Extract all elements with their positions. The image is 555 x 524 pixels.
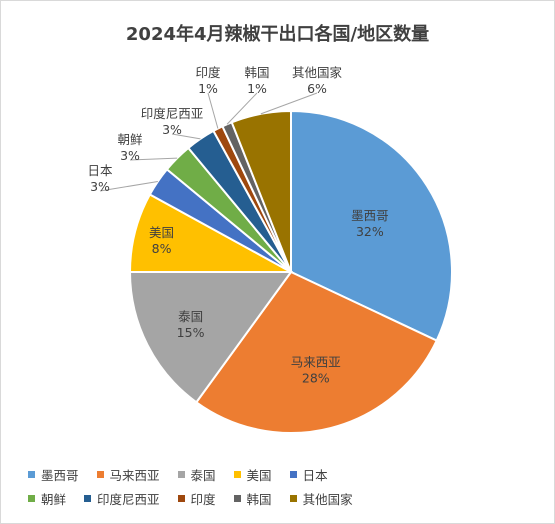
data-label-percent: 1% (247, 81, 267, 96)
legend-item: 韩国 (233, 489, 272, 508)
legend-item: 墨西哥 (28, 465, 79, 484)
data-label-percent: 32% (356, 224, 384, 239)
data-label-percent: 28% (302, 371, 330, 386)
legend-item: 印度 (177, 489, 216, 508)
legend-swatch (177, 470, 185, 478)
data-label-category: 其他国家 (292, 65, 343, 80)
legend-item: 泰国 (177, 465, 216, 484)
data-label-percent: 8% (152, 241, 172, 256)
leader-line (207, 92, 219, 129)
legend-label: 马来西亚 (109, 467, 160, 483)
legend-swatch (28, 494, 35, 502)
pie-slice (194, 270, 439, 434)
legend-swatch (28, 470, 35, 478)
legend-item: 其他国家 (289, 489, 353, 508)
legend-swatch (84, 494, 92, 502)
data-label-category: 日本 (87, 163, 113, 178)
legend-label: 韩国 (246, 491, 272, 507)
leader-line (171, 133, 201, 140)
legend-label: 印度 (190, 491, 216, 507)
legend-label: 美国 (246, 467, 272, 483)
data-label-percent: 3% (120, 148, 140, 163)
leader-line (99, 181, 158, 192)
legend-item: 印度尼西亚 (84, 489, 160, 508)
legend-label: 印度尼西亚 (97, 491, 160, 507)
data-label-category: 印度 (195, 65, 221, 80)
legend-item: 日本 (289, 465, 328, 484)
data-label-category: 朝鲜 (117, 132, 142, 147)
legend-swatch (96, 470, 104, 478)
pie-slice (128, 271, 293, 404)
legend-label: 日本 (302, 467, 328, 483)
data-label-percent: 15% (177, 325, 205, 340)
data-label-percent: 1% (198, 81, 218, 96)
legend-swatch (289, 494, 297, 502)
data-label-category: 墨西哥 (351, 208, 389, 223)
leader-line (260, 92, 318, 115)
data-label-category: 马来西亚 (291, 355, 341, 370)
legend-row: 朝鲜 印度尼西亚 印度 韩国 其他国家 (28, 486, 548, 510)
pie-slice (290, 109, 453, 342)
legend-row: 墨西哥 马来西亚 泰国 美国 日本 (28, 462, 548, 486)
data-label-percent: 6% (307, 81, 327, 96)
legend-swatch (233, 494, 241, 502)
chart-legend: 墨西哥 马来西亚 泰国 美国 日本 朝鲜 印度尼西亚 印度 韩国 其他国家 (28, 462, 548, 510)
legend-swatch (177, 494, 185, 502)
legend-item: 马来西亚 (96, 465, 160, 484)
leader-line (226, 92, 258, 125)
leader-line (129, 157, 178, 161)
legend-swatch (233, 470, 241, 478)
chart-title: 2024年4月辣椒干出口各国/地区数量 (125, 24, 430, 45)
legend-label: 泰国 (190, 467, 216, 483)
legend-swatch (289, 470, 297, 478)
pie-slice (230, 109, 292, 273)
legend-label: 其他国家 (302, 491, 353, 507)
data-label-category: 美国 (149, 225, 174, 240)
legend-item: 朝鲜 (28, 489, 66, 508)
legend-label: 朝鲜 (41, 491, 67, 507)
data-label-category: 印度尼西亚 (141, 106, 204, 121)
data-label-category: 韩国 (244, 65, 269, 80)
data-label-percent: 3% (162, 122, 182, 137)
legend-item: 美国 (233, 465, 272, 484)
data-label-category: 泰国 (178, 309, 203, 324)
legend-label: 墨西哥 (41, 467, 79, 483)
data-label-percent: 3% (90, 179, 110, 194)
